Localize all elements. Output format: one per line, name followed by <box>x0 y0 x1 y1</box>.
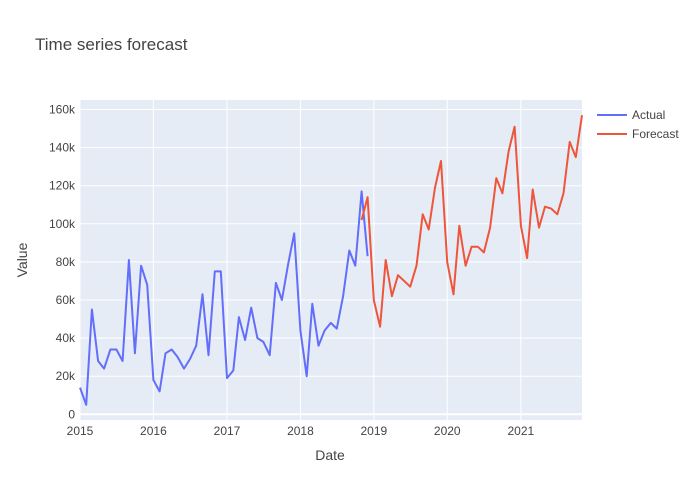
legend-label: Actual <box>632 108 665 122</box>
x-axis-title: Date <box>315 447 345 463</box>
x-tick-labels: 2015 2016 2017 2018 2019 2020 2021 <box>67 424 535 438</box>
y-tick-label: 20k <box>56 369 76 383</box>
y-tick-label: 40k <box>56 331 76 345</box>
y-tick-label: 0 <box>68 407 75 421</box>
x-tick-label: 2015 <box>67 424 94 438</box>
y-tick-label: 140k <box>49 141 76 155</box>
chart-title: Time series forecast <box>35 35 188 54</box>
series-layer <box>79 115 583 406</box>
y-tick-label: 160k <box>49 103 76 117</box>
legend-item-forecast[interactable]: Forecast <box>597 127 679 141</box>
x-tick-label: 2017 <box>214 424 241 438</box>
x-tick-label: 2018 <box>287 424 314 438</box>
series-line-forecast <box>360 115 583 328</box>
x-tick-label: 2016 <box>140 424 167 438</box>
y-tick-label: 80k <box>56 255 76 269</box>
y-tick-label: 100k <box>49 217 76 231</box>
legend-label: Forecast <box>632 127 679 141</box>
x-tick-label: 2020 <box>434 424 461 438</box>
x-tick-label: 2019 <box>360 424 387 438</box>
y-tick-label: 120k <box>49 179 76 193</box>
y-tick-labels: 0 20k 40k 60k 80k 100k 120k 140k 160k <box>49 103 76 422</box>
y-axis-title: Value <box>14 242 30 277</box>
y-tick-label: 60k <box>56 293 76 307</box>
y-gridlines <box>80 109 582 416</box>
series-line-actual <box>79 190 369 406</box>
legend[interactable]: Actual Forecast <box>597 108 679 141</box>
legend-item-actual[interactable]: Actual <box>597 108 665 122</box>
x-tick-label: 2021 <box>508 424 535 438</box>
